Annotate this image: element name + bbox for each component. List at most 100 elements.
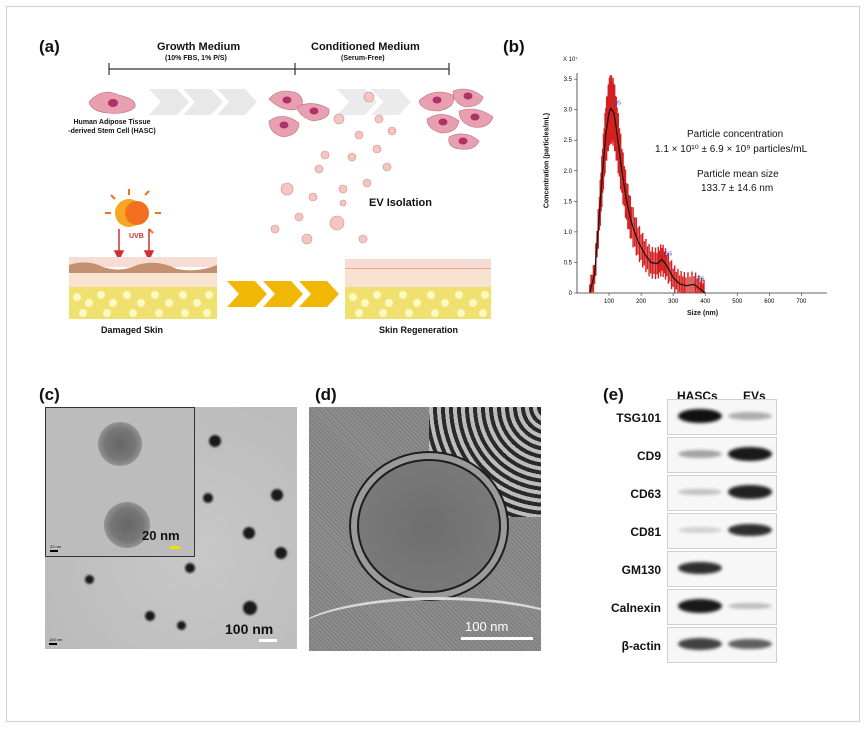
grey-chevrons-2 [337, 89, 411, 115]
peak-label: 365 [696, 276, 705, 282]
ev-particles [270, 91, 397, 245]
size-distribution-line [589, 107, 706, 294]
chart-multiplier: X 10⁷ [563, 57, 578, 63]
wb-row-label: CD81 [630, 525, 661, 539]
cell-cluster-2 [418, 88, 494, 150]
hasc-label: Human Adipose Tissue -derived Stem Cell … [47, 118, 177, 136]
y-tick-label: 2.5 [564, 138, 573, 144]
panel-e-label: (e) [603, 385, 624, 404]
wb-blot-strip [667, 437, 777, 473]
inset-scale-label: 20 nm [142, 528, 180, 543]
damaged-skin [69, 257, 217, 319]
regenerated-skin [345, 259, 491, 319]
y-tick-label: 2.0 [564, 169, 573, 175]
ev-dot [185, 563, 195, 573]
wb-row-label: CD63 [630, 487, 661, 501]
wb-blot-strip [667, 551, 777, 587]
main-scale-bar [259, 639, 277, 642]
ev-dot [271, 489, 283, 501]
inset-scale-tiny-bar [50, 550, 58, 552]
wb-band-hasc [678, 488, 722, 496]
wb-band-ev [728, 485, 772, 499]
ev-dot [243, 527, 255, 539]
wb-band-hasc [678, 638, 722, 650]
wb-band-ev [728, 447, 772, 461]
cryo-scale-label: 100 nm [465, 619, 509, 634]
wb-row-label: CD9 [636, 449, 661, 463]
cryo-em-image: 100 nm [309, 407, 541, 651]
wb-blot-strip [667, 589, 777, 625]
hasc-label-line1: Human Adipose Tissue [73, 119, 151, 126]
main-scale-tiny-bar [49, 643, 57, 645]
damaged-skin-label: Damaged Skin [101, 325, 164, 335]
ev-dot [209, 435, 221, 447]
x-tick-label: 300 [668, 299, 679, 305]
ev-dot [203, 493, 213, 503]
ev-vesicle [357, 459, 501, 593]
y-tick-label: 1.5 [564, 199, 573, 205]
x-tick-label: 500 [732, 299, 743, 305]
wb-band-hasc [678, 450, 722, 458]
main-scale-tiny: 100 nm [49, 637, 63, 642]
panel-a-schematic [69, 63, 494, 319]
inset-scale-tiny: 20 nm [50, 544, 62, 549]
wb-row-label: β-actin [621, 639, 661, 653]
cryo-scale-bar [461, 637, 533, 640]
x-tick-label: 200 [636, 299, 647, 305]
y-tick-label: 3.0 [564, 108, 573, 114]
uvb-label: UVB [129, 233, 144, 240]
chart-xlabel: Size (nm) [687, 310, 719, 317]
mean-size-value: 133.7 ± 14.6 nm [701, 183, 774, 194]
wb-blot-strip [667, 399, 777, 435]
wb-row-label: GM130 [621, 563, 661, 577]
main-scale-label: 100 nm [225, 621, 274, 637]
y-tick-label: 3.5 [564, 77, 573, 83]
ev-dot [275, 547, 287, 559]
wb-band-hasc [678, 409, 722, 423]
wb-blot-strip [667, 475, 777, 511]
concentration-value: 1.1 × 10¹⁰ ± 6.9 × 10⁹ particles/mL [655, 144, 808, 155]
panel-b-label: (b) [503, 37, 525, 56]
membrane-arc [309, 597, 541, 651]
y-tick-label: 0.5 [564, 260, 573, 266]
ev-dot [243, 601, 257, 615]
y-tick-label: 1.0 [564, 230, 573, 236]
wb-row-label: Calnexin [610, 601, 661, 615]
hasc-label-line2: -derived Stem Cell (HASC) [68, 128, 156, 135]
y-tick-label: 0 [569, 291, 573, 297]
peak-label: 105 [613, 100, 622, 106]
wb-blot-strip [667, 513, 777, 549]
uvb-arrows [113, 229, 155, 261]
chart-ylabel: Concentration (particles/mL) [543, 112, 551, 209]
nta-chart: 0 0.5 1.0 1.5 2.0 2.5 3.0 3.5 100 200 300 400 500 600… [564, 73, 827, 305]
x-tick-label: 400 [700, 299, 711, 305]
wb-band-ev [728, 412, 772, 420]
wb-band-hasc [678, 526, 722, 534]
wb-row-label: TSG101 [616, 411, 661, 425]
x-tick-label: 100 [604, 299, 615, 305]
x-tick-label: 700 [796, 299, 807, 305]
panel-c-label: (c) [39, 385, 60, 404]
inset-scale-bar [170, 546, 180, 549]
sun-icon [105, 189, 161, 234]
wb-band-ev [728, 602, 772, 610]
grey-chevrons-1 [149, 89, 257, 115]
panel-d-label: (d) [315, 385, 337, 404]
hasc-cell [88, 91, 136, 114]
cell-cluster-1 [268, 90, 330, 138]
growth-medium-sub: (10% FBS, 1% P/S) [165, 55, 227, 62]
growth-medium-title: Growth Medium [157, 41, 241, 53]
ev-dot [145, 611, 155, 621]
peak-label: 265 [664, 251, 673, 257]
ev-dot [85, 575, 94, 584]
skin-regeneration-label: Skin Regeneration [379, 325, 459, 335]
conditioned-medium-sub: (Serum-Free) [341, 55, 385, 62]
wb-band-hasc [678, 561, 722, 575]
ev-isolation-label: EV Isolation [369, 197, 432, 209]
wb-band-ev [728, 638, 772, 650]
concentration-title: Particle concentration [687, 129, 784, 140]
tem-inset: 20 nm 20 nm [45, 407, 195, 557]
ev-inset-particle [98, 422, 142, 466]
gold-chevrons [227, 281, 339, 307]
figure-frame: (a) [6, 6, 860, 722]
